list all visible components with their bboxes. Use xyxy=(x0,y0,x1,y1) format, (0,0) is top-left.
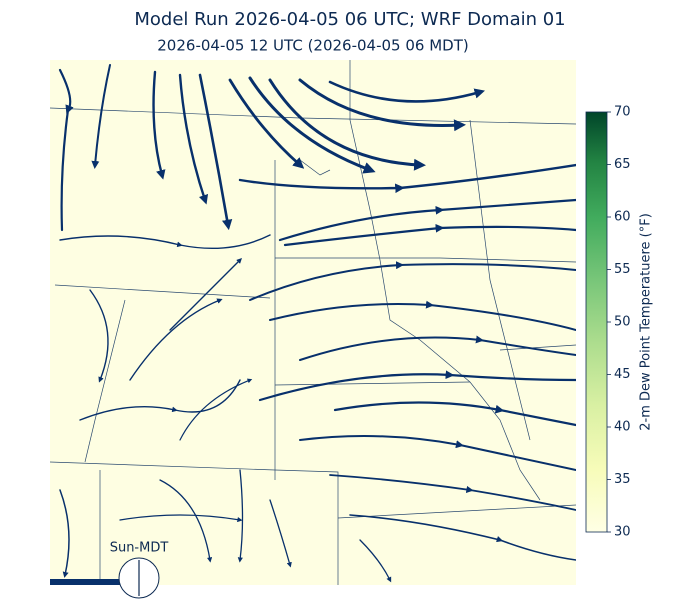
colorbar-tick-label: 40 xyxy=(614,420,631,435)
colorbar-tick-label: 45 xyxy=(614,367,631,382)
colorbar-tick-label: 65 xyxy=(614,157,631,172)
colorbar-tick-label: 30 xyxy=(614,525,631,540)
time-bar xyxy=(50,579,120,585)
colorbar-tick-label: 50 xyxy=(614,315,631,330)
subtitle: 2026-04-05 12 UTC (2026-04-05 06 MDT) xyxy=(157,37,468,55)
colorbar-tick-label: 70 xyxy=(614,105,631,120)
title: Model Run 2026-04-05 06 UTC; WRF Domain … xyxy=(134,9,565,30)
map-background xyxy=(50,60,576,585)
colorbar-tick-label: 55 xyxy=(614,262,631,277)
colorbar: 2-m Dew Point Temperatuere (°F) 30 35 40 45… xyxy=(585,105,654,540)
state-borders xyxy=(50,60,576,585)
colorbar-gradient xyxy=(585,111,608,533)
map xyxy=(50,60,576,585)
clock-label: Sun-MDT xyxy=(110,541,169,556)
colorbar-tick-label: 35 xyxy=(614,472,631,487)
colorbar-label: 2-m Dew Point Temperatuere (°F) xyxy=(639,213,654,431)
streamlines xyxy=(58,64,576,583)
clock: Sun-MDT xyxy=(110,541,169,599)
colorbar-tick-label: 60 xyxy=(614,210,631,225)
